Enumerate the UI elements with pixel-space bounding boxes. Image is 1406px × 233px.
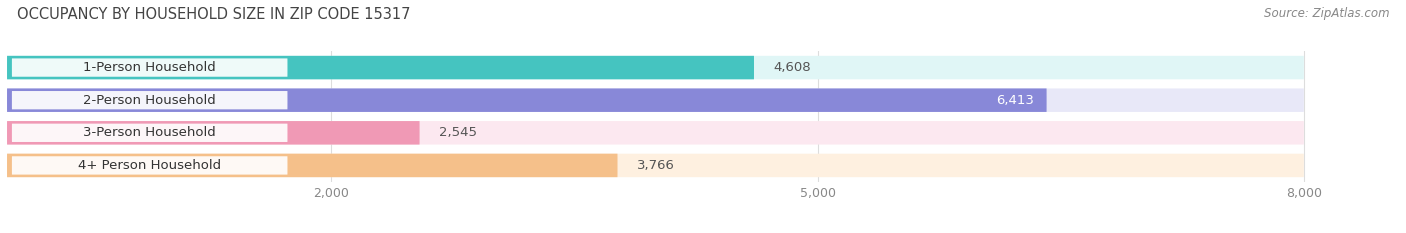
Text: 2-Person Household: 2-Person Household xyxy=(83,94,217,107)
Text: Source: ZipAtlas.com: Source: ZipAtlas.com xyxy=(1264,7,1389,20)
FancyBboxPatch shape xyxy=(7,89,1046,112)
FancyBboxPatch shape xyxy=(11,156,287,175)
Text: 6,413: 6,413 xyxy=(995,94,1033,107)
FancyBboxPatch shape xyxy=(7,56,1303,79)
FancyBboxPatch shape xyxy=(7,89,1303,112)
FancyBboxPatch shape xyxy=(7,154,617,177)
Text: 1-Person Household: 1-Person Household xyxy=(83,61,217,74)
Text: 3-Person Household: 3-Person Household xyxy=(83,126,217,139)
Text: 3,766: 3,766 xyxy=(637,159,675,172)
Text: 4,608: 4,608 xyxy=(773,61,811,74)
FancyBboxPatch shape xyxy=(7,154,1303,177)
Text: 2,545: 2,545 xyxy=(439,126,477,139)
Text: OCCUPANCY BY HOUSEHOLD SIZE IN ZIP CODE 15317: OCCUPANCY BY HOUSEHOLD SIZE IN ZIP CODE … xyxy=(17,7,411,22)
FancyBboxPatch shape xyxy=(11,124,287,142)
FancyBboxPatch shape xyxy=(11,58,287,77)
FancyBboxPatch shape xyxy=(7,56,754,79)
FancyBboxPatch shape xyxy=(7,121,419,144)
FancyBboxPatch shape xyxy=(11,91,287,109)
FancyBboxPatch shape xyxy=(7,121,1303,144)
Text: 4+ Person Household: 4+ Person Household xyxy=(79,159,221,172)
